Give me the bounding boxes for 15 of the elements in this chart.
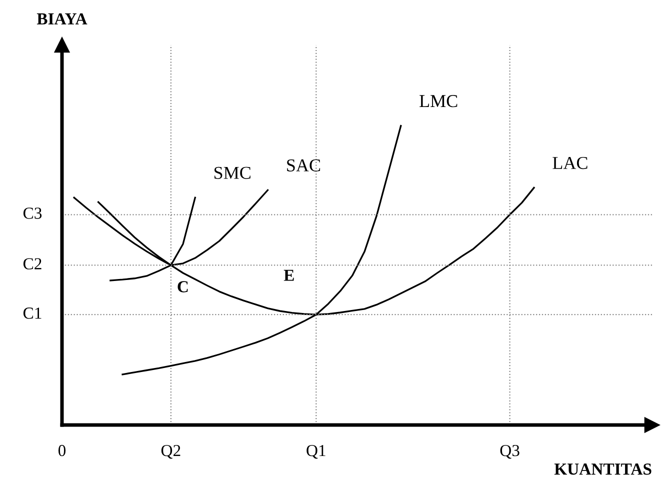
ref-line-label: C3 xyxy=(23,208,42,219)
series-label: LMC xyxy=(420,95,458,108)
x-tick-label: Q3 xyxy=(500,444,520,459)
series-label: SMC xyxy=(214,166,250,179)
x-tick-label: 0 xyxy=(58,444,66,456)
ref-line-label: C1 xyxy=(23,308,42,319)
ref-line-label: C2 xyxy=(23,258,42,270)
series-label: SAC xyxy=(287,159,320,172)
annotation: C xyxy=(178,281,188,292)
x-tick-label: Q1 xyxy=(306,444,326,459)
x-axis-title: KUANTITAS xyxy=(554,464,652,475)
x-tick-label: Q2 xyxy=(161,444,180,459)
series-label: LAC xyxy=(552,156,588,170)
text: BIAYA xyxy=(36,13,88,24)
annotation: E xyxy=(284,270,294,281)
